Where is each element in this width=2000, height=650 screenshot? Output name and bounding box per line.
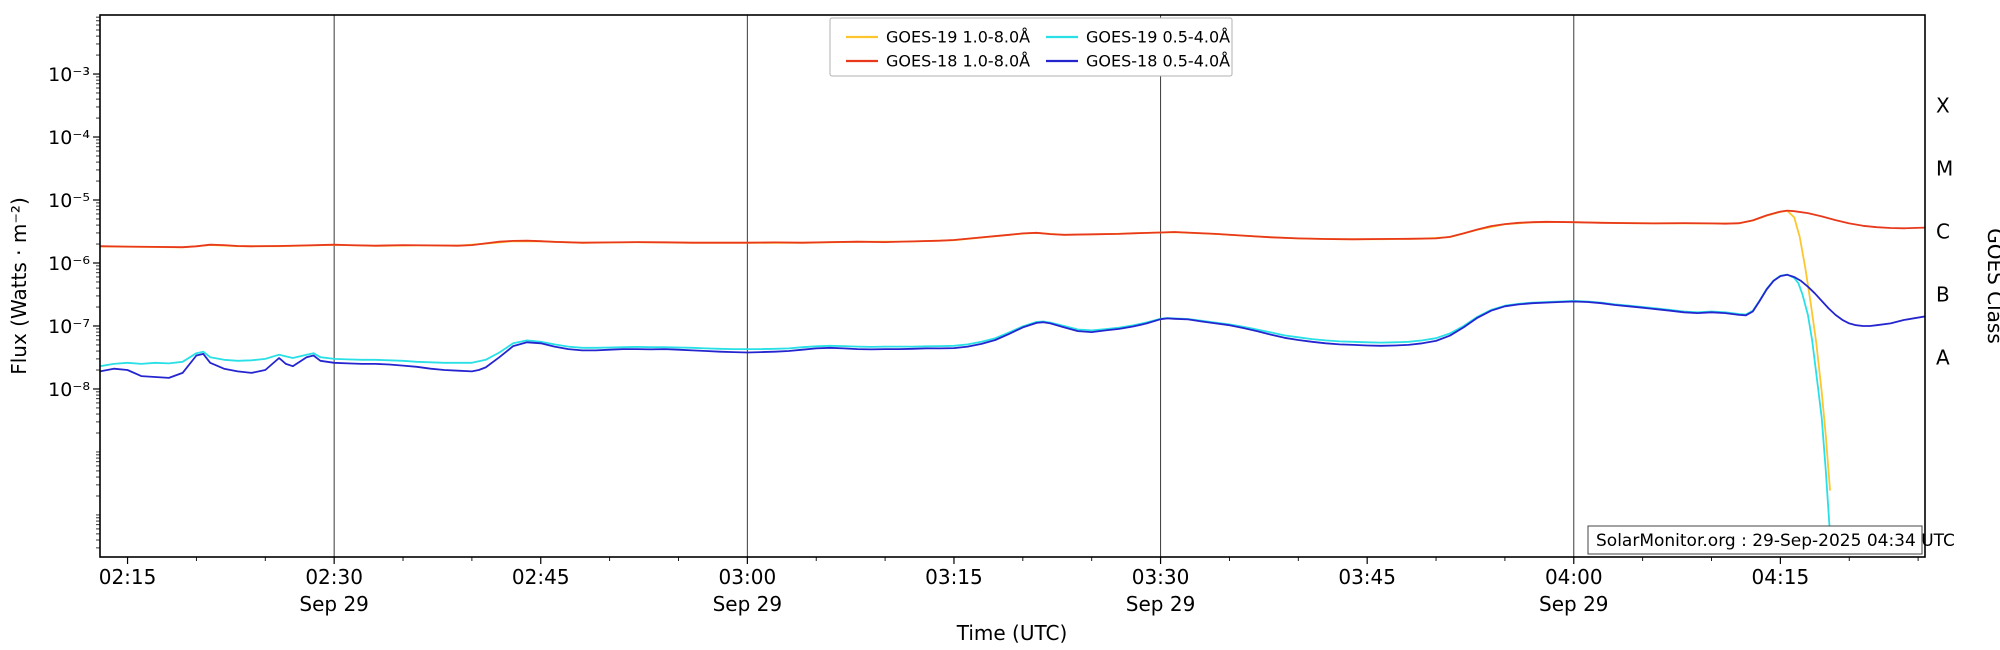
x-tick-label: 02:15 — [99, 565, 157, 589]
goes-class-label: X — [1936, 94, 1950, 118]
goes-class-letters: X M C B A — [1936, 94, 1953, 370]
goes-class-label: A — [1936, 345, 1950, 369]
y-tick-label: 10⁻⁶ — [48, 253, 90, 275]
series-goes18-long — [100, 209, 1925, 249]
x-tick-label: 03:00 — [719, 565, 777, 589]
series-goes19-long — [100, 209, 1831, 491]
axis-ticks-and-labels: 02:15 02:30 02:45 03:00 03:15 03:30 03:45 04:00… — [48, 16, 1919, 616]
x-tick-label: 02:30 — [305, 565, 363, 589]
flux-series — [100, 209, 1925, 535]
legend-label: GOES-18 1.0-8.0Å — [886, 52, 1030, 71]
watermark: SolarMonitor.org : 29-Sep-2025 04:34 UTC — [1587, 525, 1955, 555]
gridlines — [333, 15, 1575, 557]
legend-label: GOES-19 1.0-8.0Å — [886, 28, 1030, 47]
date-label: Sep 29 — [299, 592, 369, 616]
date-label: Sep 29 — [1126, 592, 1196, 616]
plot-border — [99, 14, 1926, 558]
x-axis-title: Time (UTC) — [956, 621, 1068, 645]
x-tick-label: 04:15 — [1752, 565, 1810, 589]
y-tick-label: 10⁻⁴ — [48, 127, 90, 149]
legend-label: GOES-18 0.5-4.0Å — [1086, 52, 1230, 71]
date-label: Sep 29 — [713, 592, 783, 616]
goes-class-label: B — [1936, 282, 1950, 306]
date-label: Sep 29 — [1539, 592, 1609, 616]
goes-class-label: M — [1936, 157, 1953, 181]
x-tick-label: 03:30 — [1132, 565, 1190, 589]
watermark-text: SolarMonitor.org : 29-Sep-2025 04:34 UTC — [1596, 531, 1955, 551]
goes-class-label: C — [1936, 219, 1950, 243]
x-tick-label: 03:15 — [925, 565, 983, 589]
y-tick-label: 10⁻⁸ — [48, 379, 90, 401]
series-goes18-short — [100, 273, 1925, 379]
x-tick-label: 04:00 — [1545, 565, 1603, 589]
x-tick-label: 02:45 — [512, 565, 570, 589]
legend-box — [829, 17, 1233, 77]
series-goes19-short — [100, 273, 1831, 535]
y-tick-label: 10⁻⁷ — [48, 316, 90, 338]
y-tick-label: 10⁻³ — [48, 64, 90, 86]
watermark-box — [1587, 525, 1923, 555]
right-axis-title: GOES Class — [1983, 228, 2000, 344]
y-axis-title: Flux (Watts · m⁻²) — [7, 197, 31, 375]
legend-label: GOES-19 0.5-4.0Å — [1086, 28, 1230, 47]
y-tick-label: 10⁻⁵ — [48, 190, 90, 212]
x-tick-label: 03:45 — [1338, 565, 1396, 589]
legend: GOES-19 1.0-8.0Å GOES-18 1.0-8.0Å GOES-19 … — [829, 17, 1233, 77]
